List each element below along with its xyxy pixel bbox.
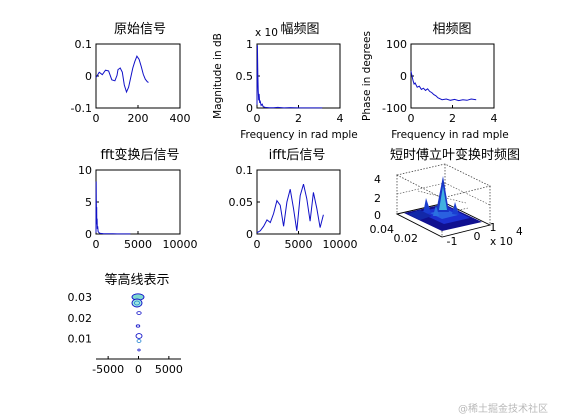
series-fft [95, 181, 131, 235]
x-tick-label: 0 [135, 363, 142, 376]
axes-box-3 [410, 43, 495, 109]
y-tick-label: 5 [85, 196, 92, 209]
title-fft: fft变换后信号 [100, 147, 179, 163]
y-tick-label: 0.03 [68, 291, 93, 304]
xlabel-phase: Frequency in rad mple [391, 129, 509, 141]
x-tick-label: 5000 [285, 238, 313, 251]
x-tick-label: 5000 [155, 363, 183, 376]
stft-surface [404, 176, 482, 231]
x-tick-label: 2 [295, 112, 302, 125]
x-tick-label: 400 [170, 112, 191, 125]
x-tick-label: 2 [449, 112, 456, 125]
ztick: 2 [374, 192, 381, 205]
series-phase [410, 71, 477, 102]
x-tick-label: 0 [93, 112, 100, 125]
subplot-fft: fft变换后信号 0 5000 10000 0 5 10 [78, 147, 198, 251]
y-tick-label: 0 [85, 228, 92, 241]
xtick: 1 [490, 221, 497, 234]
ytick: 0.02 [394, 232, 419, 245]
x-tick-label: 0 [408, 112, 415, 125]
ticks-fft: 0 5000 10000 0 5 10 [78, 164, 198, 251]
ztick: 0 [374, 209, 381, 222]
y-tick-label: 0 [85, 70, 92, 83]
subplot-magnitude: 幅频图 x 10 0 2 4 0 0.5 1 Magnitude in dB Freque… [212, 22, 358, 141]
y-tick-label: 10 [78, 164, 92, 177]
ylabel-phase: Phase in degrees [361, 31, 373, 121]
exponent-label-magnitude: x 10 [255, 27, 278, 39]
y-tick-label: 0.01 [68, 332, 93, 345]
axes-box-1 [95, 43, 181, 109]
ticks-ifft: 0 5000 10000 0 0.05 0.1 [229, 164, 358, 251]
watermark-text: @稀土掘金技术社区 [458, 402, 548, 415]
y-tick-label: 0.5 [236, 70, 254, 83]
subplot-contour: 等高线表示 -5000 0 5000 0.01 0.02 0.03 [68, 272, 183, 376]
x-tick-label: 10000 [323, 238, 358, 251]
subplot-original-signal: 原始信号 0 200 400-0.100.1 [71, 22, 191, 125]
ticks-contour: -5000 0 5000 0.01 0.02 0.03 [68, 291, 183, 376]
exponent-label-stft: x 10 [490, 236, 513, 248]
axes-box-4 [95, 169, 181, 235]
exponent-power-stft: 4 [516, 226, 523, 238]
title-phase: 相频图 [432, 22, 471, 37]
ticks-magnitude: 0 2 4 0 0.5 1 [236, 38, 344, 125]
x-tick-label: 0 [254, 238, 261, 251]
y-tick-label: 0 [246, 228, 253, 241]
ztick: 4 [374, 173, 381, 186]
series-original-signal [95, 55, 149, 94]
title-stft: 短时傅立叶变换时频图 [390, 147, 520, 163]
subplot-stft-3d: 短时傅立叶变换时频图 4 2 0 0 [370, 147, 524, 248]
ticks-stft: 4 2 0 0.04 0.02 -1 0 1 x 10 4 [370, 173, 524, 248]
x-tick-label: 4 [337, 112, 344, 125]
axes-box-2 [256, 43, 341, 109]
series-magnitude [256, 45, 323, 109]
title-contour: 等高线表示 [104, 272, 169, 288]
title-ifft: ifft后信号 [269, 148, 326, 163]
y-tick-label: 100 [386, 38, 407, 51]
title-original-signal: 原始信号 [114, 22, 166, 37]
y-tick-label: -100 [382, 102, 407, 115]
y-tick-label: 0 [400, 70, 407, 83]
xtick: 0 [474, 230, 481, 243]
ylabel-magnitude: Magnitude in dB [212, 33, 224, 119]
x-tick-label: 5000 [124, 238, 152, 251]
ticks-original-signal: 0 200 400-0.100.1 [71, 38, 191, 125]
y-tick-label: 1 [246, 38, 253, 51]
axes-box-5 [256, 169, 341, 235]
y-tick-label: 0.1 [236, 164, 254, 177]
title-magnitude: 幅频图 [280, 22, 319, 37]
y-tick-label: 0.05 [229, 196, 254, 209]
x-tick-label: 0 [93, 238, 100, 251]
x-tick-label: 10000 [163, 238, 198, 251]
xtick: -1 [447, 235, 458, 248]
x-tick-label: -5000 [92, 363, 124, 376]
y-tick-label: 0.02 [68, 312, 93, 325]
y-tick-label: 0.1 [75, 38, 93, 51]
contour-marks [131, 293, 145, 352]
x-tick-label: 4 [491, 112, 498, 125]
xlabel-magnitude: Frequency in rad mple [240, 129, 358, 141]
series-ifft [256, 183, 324, 234]
y-tick-label: 0 [246, 102, 253, 115]
y-tick-label: -0.1 [71, 102, 92, 115]
ytick: 0.04 [370, 223, 395, 236]
subplot-ifft: ifft后信号 0 5000 10000 0 0.05 0.1 [229, 148, 358, 251]
x-tick-label: 0 [254, 112, 261, 125]
x-tick-label: 200 [128, 112, 149, 125]
